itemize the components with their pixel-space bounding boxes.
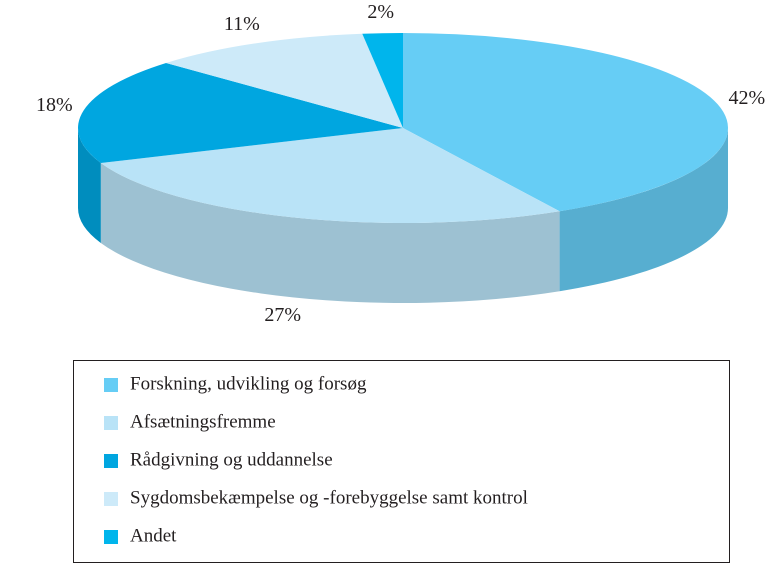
- data-label: 18%: [36, 94, 73, 116]
- legend-label: Sygdomsbekæmpelse og -forebyggelse samt …: [130, 487, 528, 508]
- legend-label: Rådgivning og uddannelse: [130, 449, 333, 470]
- legend-label: Forskning, udvikling og forsøg: [130, 373, 367, 394]
- pie-slice: [403, 33, 729, 212]
- pie-slice-side: [100, 162, 560, 304]
- pie-slice-side: [559, 128, 728, 292]
- data-label: 2%: [367, 1, 394, 23]
- legend-label: Afsætningsfremme: [130, 411, 276, 432]
- pie-slice-side: [78, 128, 101, 243]
- pie-slice: [77, 62, 403, 163]
- legend-swatch: [104, 454, 118, 468]
- legend-swatch: [104, 530, 118, 544]
- data-label: 11%: [224, 13, 260, 35]
- pie-slice: [100, 128, 560, 224]
- legend-swatch: [104, 492, 118, 506]
- legend-label: Andet: [130, 525, 177, 546]
- data-label: 27%: [264, 304, 301, 326]
- pie-slice: [166, 33, 403, 129]
- pie-slice: [362, 33, 403, 128]
- legend-box: [73, 360, 730, 563]
- data-label: 42%: [729, 87, 766, 109]
- legend-swatch: [104, 416, 118, 430]
- legend-swatch: [104, 378, 118, 392]
